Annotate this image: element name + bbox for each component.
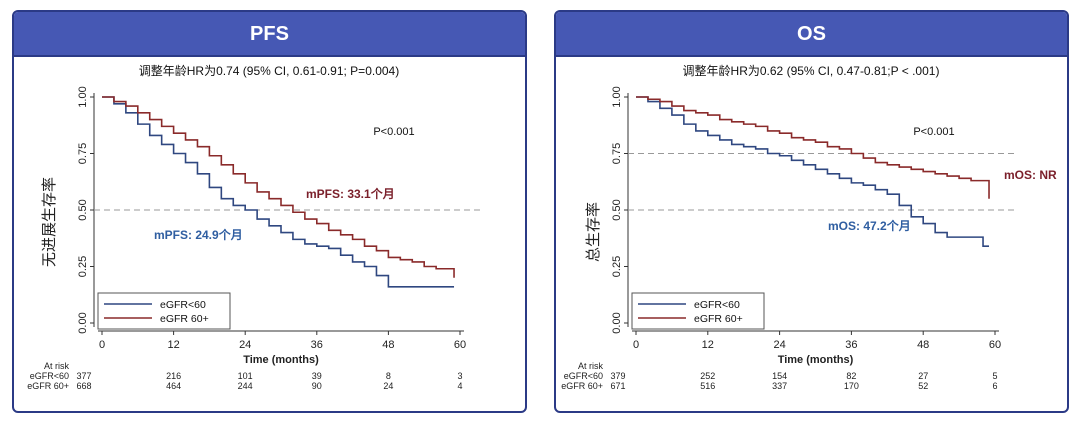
- y-tick-label: 1.00: [77, 86, 89, 107]
- chart-subtitle: 调整年龄HR为0.74 (95% CI, 0.61-0.91; P=0.004): [139, 63, 399, 78]
- os-title: OS: [556, 12, 1067, 57]
- at-risk-value: 377: [76, 371, 91, 381]
- at-risk-value: 39: [312, 371, 322, 381]
- at-risk-value: 101: [238, 371, 253, 381]
- x-tick-label: 12: [702, 339, 714, 351]
- p-value: P<0.001: [913, 126, 954, 138]
- pfs-title: PFS: [14, 12, 525, 57]
- at-risk-value: 170: [844, 381, 859, 391]
- y-axis-label: 无进展生存率: [41, 177, 58, 267]
- at-risk-value: 4: [457, 381, 462, 391]
- median-label: mOS: 47.2个月: [828, 218, 911, 233]
- y-tick-label: 0.75: [77, 143, 89, 164]
- at-risk-value: 516: [700, 381, 715, 391]
- km-curve-egfr-60plus: [636, 96, 990, 199]
- km-curve-egfr-60plus: [102, 96, 455, 278]
- at-risk-value: 82: [846, 371, 856, 381]
- x-tick-label: 12: [167, 339, 179, 351]
- y-tick-label: 0.50: [611, 199, 623, 220]
- x-tick-label: 0: [99, 339, 105, 351]
- median-label: mPFS: 33.1个月: [306, 186, 395, 201]
- at-risk-value: 154: [772, 371, 787, 381]
- at-risk-header: At risk: [44, 361, 70, 371]
- km-curve-egfr-lt60: [636, 96, 990, 247]
- at-risk-row-label: eGFR 60+: [561, 381, 603, 391]
- y-tick-label: 0.50: [77, 199, 89, 220]
- at-risk-value: 90: [312, 381, 322, 391]
- at-risk-value: 337: [772, 381, 787, 391]
- at-risk-value: 464: [166, 381, 181, 391]
- at-risk-value: 252: [700, 371, 715, 381]
- legend-entry: eGFR 60+: [694, 313, 743, 325]
- legend-entry: eGFR<60: [160, 299, 206, 311]
- legend-box: [97, 292, 231, 330]
- x-tick-label: 36: [845, 339, 857, 351]
- legend-entry: eGFR 60+: [160, 313, 209, 325]
- x-tick-label: 48: [382, 339, 394, 351]
- y-tick-label: 0.00: [77, 312, 89, 333]
- y-tick-label: 1.00: [611, 86, 623, 107]
- median-label: mPFS: 24.9个月: [154, 227, 243, 242]
- at-risk-row-label: eGFR<60: [564, 371, 603, 381]
- y-tick-label: 0.75: [611, 143, 623, 164]
- x-tick-label: 0: [633, 339, 639, 351]
- at-risk-header: At risk: [578, 361, 604, 371]
- y-tick-label: 0.25: [77, 256, 89, 277]
- at-risk-value: 8: [386, 371, 391, 381]
- at-risk-value: 5: [992, 371, 997, 381]
- x-tick-label: 36: [311, 339, 323, 351]
- at-risk-value: 671: [610, 381, 625, 391]
- at-risk-value: 6: [992, 381, 997, 391]
- median-label: mOS: NR: [1004, 168, 1057, 182]
- p-value: P<0.001: [373, 126, 414, 138]
- os-panel: OS 调整年龄HR为0.62 (95% CI, 0.47-0.81;P < .0…: [554, 10, 1069, 413]
- y-axis-label: 总生存率: [585, 202, 602, 262]
- at-risk-value: 52: [918, 381, 928, 391]
- at-risk-value: 379: [610, 371, 625, 381]
- at-risk-row-label: eGFR 60+: [27, 381, 69, 391]
- km-curve-egfr-lt60: [102, 96, 455, 288]
- os-chart: 调整年龄HR为0.62 (95% CI, 0.47-0.81;P < .001)…: [561, 63, 1057, 391]
- at-risk-value: 3: [457, 371, 462, 381]
- legend-entry: eGFR<60: [694, 299, 740, 311]
- x-tick-label: 60: [454, 339, 466, 351]
- at-risk-value: 24: [383, 381, 393, 391]
- pfs-chart: 调整年龄HR为0.74 (95% CI, 0.61-0.91; P=0.004)…: [27, 63, 482, 391]
- x-tick-label: 60: [989, 339, 1001, 351]
- x-tick-label: 48: [917, 339, 929, 351]
- x-axis-label: Time (months): [243, 354, 319, 366]
- x-tick-label: 24: [773, 339, 785, 351]
- y-tick-label: 0.25: [611, 256, 623, 277]
- x-axis-label: Time (months): [778, 354, 854, 366]
- at-risk-value: 27: [918, 371, 928, 381]
- legend-box: [631, 292, 765, 330]
- at-risk-row-label: eGFR<60: [30, 371, 69, 381]
- chart-subtitle: 调整年龄HR为0.62 (95% CI, 0.47-0.81;P < .001): [683, 63, 940, 78]
- at-risk-value: 244: [238, 381, 253, 391]
- y-tick-label: 0.00: [611, 312, 623, 333]
- at-risk-value: 668: [76, 381, 91, 391]
- at-risk-value: 216: [166, 371, 181, 381]
- x-tick-label: 24: [239, 339, 251, 351]
- pfs-panel: PFS 调整年龄HR为0.74 (95% CI, 0.61-0.91; P=0.…: [12, 10, 527, 413]
